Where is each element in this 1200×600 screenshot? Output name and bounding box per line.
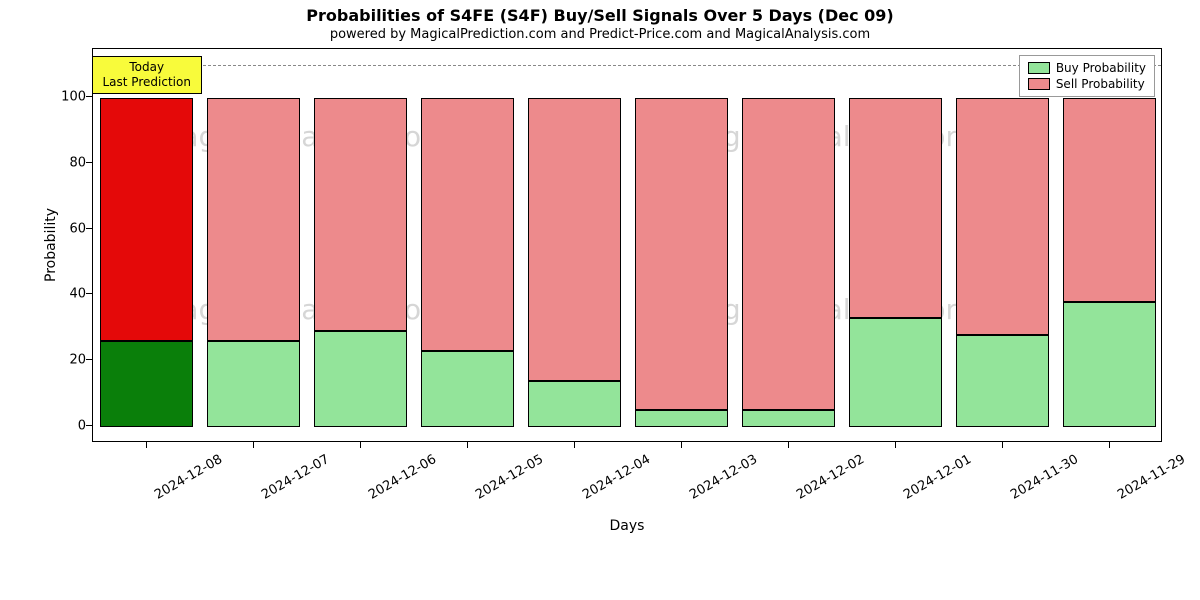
legend-item: Sell Probability [1028, 76, 1146, 92]
bar-sell [956, 98, 1048, 334]
bar-sell [1063, 98, 1155, 302]
today-annotation: TodayLast Prediction [92, 56, 202, 94]
y-tick-label: 40 [46, 287, 86, 302]
bar-sell [742, 98, 834, 410]
bar-buy [1063, 302, 1155, 427]
x-tick-label: 2024-12-03 [687, 452, 760, 503]
y-tick-label: 20 [46, 352, 86, 367]
legend-swatch [1028, 62, 1050, 74]
x-tick-label: 2024-12-08 [152, 452, 225, 503]
legend-label: Sell Probability [1056, 77, 1145, 91]
x-tick-label: 2024-12-02 [794, 452, 867, 503]
bar-buy [100, 341, 192, 426]
annotation-line: Last Prediction [103, 75, 191, 90]
x-tick-label: 2024-11-29 [1115, 452, 1188, 503]
bar-buy [635, 410, 727, 426]
bar-buy [421, 351, 513, 427]
x-tick-label: 2024-11-30 [1008, 452, 1081, 503]
annotation-line: Today [103, 60, 191, 75]
legend: Buy Probability Sell Probability [1019, 55, 1155, 97]
bar-sell [849, 98, 941, 318]
x-axis-label: Days [610, 518, 645, 534]
x-tick-label: 2024-12-01 [901, 452, 974, 503]
bar-buy [528, 381, 620, 427]
bar-buy [207, 341, 299, 426]
bar-buy [742, 410, 834, 426]
bar-sell [207, 98, 299, 341]
y-tick-label: 100 [46, 90, 86, 105]
y-axis: 0 20 40 60 80 100 [46, 48, 86, 442]
y-tick-label: 0 [46, 418, 86, 433]
y-tick-label: 60 [46, 221, 86, 236]
y-tick-label: 80 [46, 155, 86, 170]
bar-sell [100, 98, 192, 341]
legend-label: Buy Probability [1056, 61, 1146, 75]
legend-item: Buy Probability [1028, 60, 1146, 76]
x-tick-label: 2024-12-07 [259, 452, 332, 503]
bar-sell [421, 98, 513, 351]
reference-line [93, 65, 1161, 66]
legend-swatch [1028, 78, 1050, 90]
x-tick-label: 2024-12-05 [473, 452, 546, 503]
chart-title: Probabilities of S4FE (S4F) Buy/Sell Sig… [0, 6, 1200, 25]
x-tick-label: 2024-12-06 [366, 452, 439, 503]
bar-buy [314, 331, 406, 426]
bar-buy [849, 318, 941, 426]
x-tick-label: 2024-12-04 [580, 452, 653, 503]
plot-area: MagicalAnalysis.comMagicalAnalysis.comMa… [92, 48, 1162, 442]
bar-buy [956, 335, 1048, 427]
bar-sell [314, 98, 406, 331]
bar-sell [528, 98, 620, 380]
chart-subtitle: powered by MagicalPrediction.com and Pre… [0, 27, 1200, 42]
bar-sell [635, 98, 727, 410]
